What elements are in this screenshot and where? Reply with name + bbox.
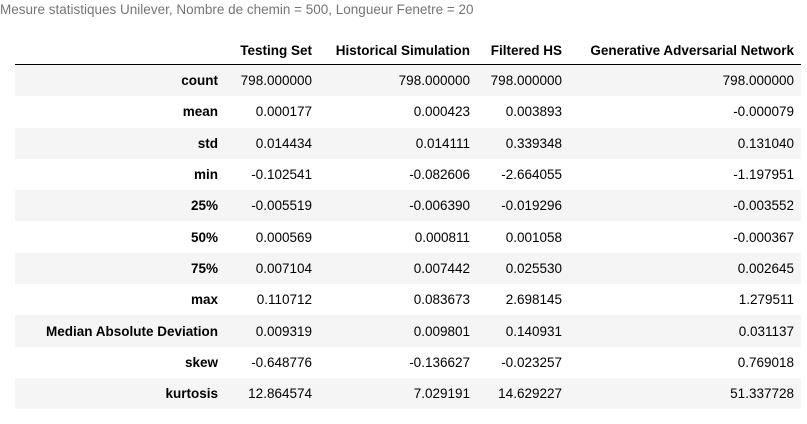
table-cell: 1.279511 xyxy=(738,292,794,308)
table-cell: 0.083673 xyxy=(413,292,470,308)
table-row: mean 0.000177 0.000423 0.003893 -0.000079 xyxy=(15,96,801,128)
header-row: Testing Set Historical Simulation Filter… xyxy=(15,36,801,65)
table-cell: 51.337728 xyxy=(730,386,794,402)
row-label: 25% xyxy=(190,198,218,214)
table-row: 25% -0.005519 -0.006390 -0.019296 -0.003552 xyxy=(15,190,801,222)
table-cell: 0.003893 xyxy=(505,104,562,120)
row-label: skew xyxy=(184,354,218,370)
table-cell: 0.025530 xyxy=(505,260,562,276)
table-cell: -0.102541 xyxy=(251,167,312,183)
row-label: max xyxy=(190,292,218,308)
table-cell: 798.000000 xyxy=(490,73,562,89)
table-cell: 0.000177 xyxy=(255,104,312,120)
table-cell: -0.000079 xyxy=(733,104,794,120)
row-label: Median Absolute Deviation xyxy=(45,323,218,339)
column-header: Historical Simulation xyxy=(319,36,477,65)
table-row: 75% 0.007104 0.007442 0.025530 0.002645 xyxy=(15,252,801,285)
table-cell: -2.664055 xyxy=(501,167,562,183)
table-cell: 0.001058 xyxy=(505,229,562,245)
table-cell: -0.082606 xyxy=(409,167,470,183)
row-label: std xyxy=(197,135,218,151)
table-cell: -0.006390 xyxy=(409,198,470,214)
table-cell: 7.029191 xyxy=(413,386,470,402)
table-cell: 0.140931 xyxy=(505,323,562,339)
table-cell: 0.110712 xyxy=(256,292,312,308)
table-row: Median Absolute Deviation 0.009319 0.00980… xyxy=(15,315,801,347)
column-header: Filtered HS xyxy=(477,36,569,65)
table-cell: 0.007442 xyxy=(413,260,470,276)
table-cell: 0.769018 xyxy=(737,354,794,370)
table-cell: 798.000000 xyxy=(240,73,312,89)
table-row: std 0.014434 0.014111 0.339348 0.131040 xyxy=(15,127,801,159)
row-label: min xyxy=(193,167,218,183)
table-cell: -0.019296 xyxy=(501,198,562,214)
table-cell: -0.648776 xyxy=(251,354,312,370)
statistics-table: Testing Set Historical Simulation Filter… xyxy=(15,36,801,410)
table-cell: 0.009319 xyxy=(255,323,312,339)
table-cell: 0.131040 xyxy=(737,135,794,151)
table-cell: 0.014434 xyxy=(255,135,312,151)
table-body: count 798.000000 798.000000 798.000000 798.0… xyxy=(15,64,801,410)
row-label: mean xyxy=(182,104,218,120)
table-row: min -0.102541 -0.082606 -2.664055 -1.197951 xyxy=(15,158,801,191)
row-label: count xyxy=(181,73,218,89)
table-row: 50% 0.000569 0.000811 0.001058 -0.000367 xyxy=(15,221,801,253)
table-cell: 0.000569 xyxy=(255,229,312,245)
table-cell: 798.000000 xyxy=(398,73,470,89)
table-row: count 798.000000 798.000000 798.000000 798.0… xyxy=(15,64,801,97)
table-cell: -0.005519 xyxy=(251,198,312,214)
table-caption: Mesure statistiques Unilever, Nombre de … xyxy=(0,2,474,17)
table-row: skew -0.648776 -0.136627 -0.023257 0.769018 xyxy=(15,346,801,378)
table-cell: -1.197951 xyxy=(733,167,794,183)
column-header: Testing Set xyxy=(225,36,319,65)
table-cell: 0.339348 xyxy=(505,135,562,151)
table-cell: 0.009801 xyxy=(413,323,470,339)
table-row: kurtosis 12.864574 7.029191 14.629227 51.337… xyxy=(15,377,801,410)
table-cell: 12.864574 xyxy=(248,386,312,402)
row-label: 75% xyxy=(190,260,218,276)
index-header xyxy=(15,36,225,65)
table-cell: 798.000000 xyxy=(722,73,794,89)
column-header: Generative Adversarial Network xyxy=(569,36,801,65)
table-cell: 2.698145 xyxy=(505,292,562,308)
table-cell: 0.007104 xyxy=(255,260,312,276)
table-cell: -0.136627 xyxy=(409,354,470,370)
row-label: kurtosis xyxy=(165,386,218,402)
table-cell: 0.000423 xyxy=(413,104,470,120)
row-label: 50% xyxy=(190,229,218,245)
table-header: Testing Set Historical Simulation Filter… xyxy=(15,36,801,65)
table-cell: -0.003552 xyxy=(733,198,794,214)
table-cell: -0.023257 xyxy=(501,354,562,370)
table-cell: -0.000367 xyxy=(733,229,794,245)
table-row: max 0.110712 0.083673 2.698145 1.279511 xyxy=(15,284,801,316)
table-cell: 0.031137 xyxy=(738,323,794,339)
table-cell: 0.000811 xyxy=(414,229,470,245)
table-cell: 14.629227 xyxy=(498,386,562,402)
table-cell: 0.014111 xyxy=(415,135,470,151)
table-cell: 0.002645 xyxy=(737,260,794,276)
